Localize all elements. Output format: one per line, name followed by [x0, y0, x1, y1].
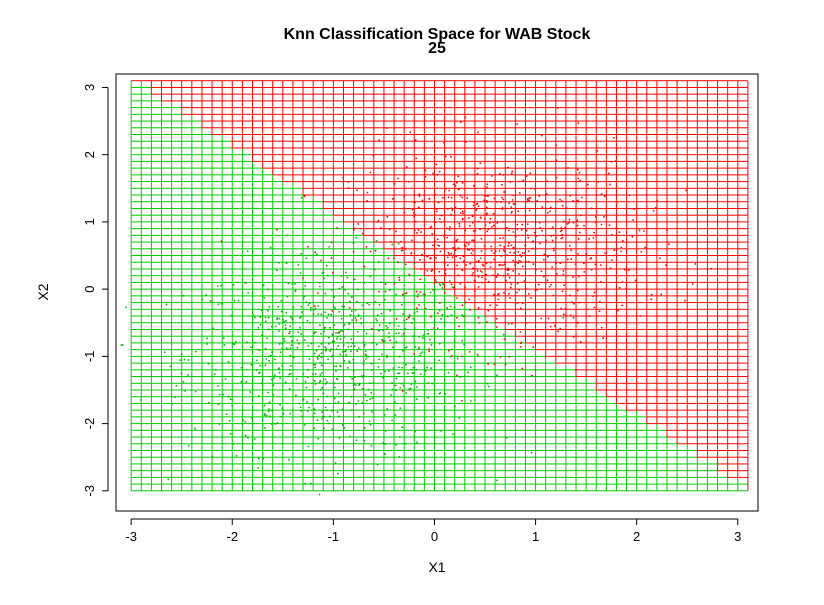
- classification-grid: [131, 81, 748, 491]
